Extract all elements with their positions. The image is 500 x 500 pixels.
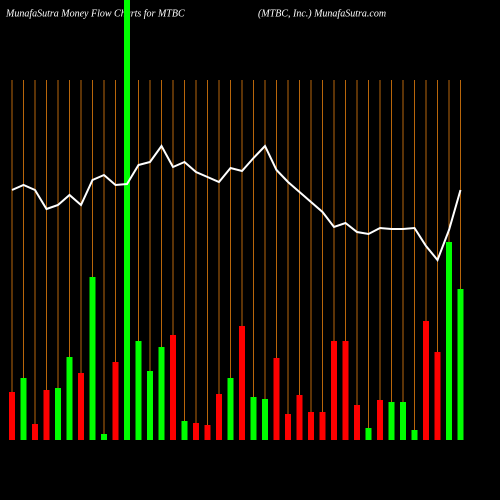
bar <box>342 341 349 440</box>
bar <box>273 358 280 440</box>
bar <box>20 378 27 440</box>
bar <box>204 425 211 440</box>
bar <box>446 242 452 440</box>
bar <box>181 421 188 440</box>
bar <box>193 423 199 440</box>
bar <box>9 392 15 440</box>
bar <box>43 390 50 440</box>
bar <box>135 341 142 440</box>
bar <box>101 434 107 440</box>
bar <box>354 405 360 440</box>
bar <box>239 326 245 440</box>
bar <box>296 395 303 440</box>
bar <box>158 347 165 440</box>
bar <box>365 428 372 440</box>
bar <box>227 378 234 440</box>
chart-title: MunafaSutra Money Flow Charts for MTBC <box>5 8 185 19</box>
bar <box>285 414 291 440</box>
bar <box>411 430 418 440</box>
bar <box>78 373 84 440</box>
bar <box>32 424 38 440</box>
bar <box>400 402 406 440</box>
bar <box>457 289 464 440</box>
bar <box>112 362 119 440</box>
bar <box>55 388 61 440</box>
bar <box>250 397 257 440</box>
chart-subtitle: (MTBC, Inc.) MunafaSutra.com <box>258 8 386 19</box>
bar <box>388 402 395 440</box>
bar <box>434 352 441 440</box>
bar <box>423 321 429 440</box>
bar <box>377 400 383 440</box>
bar <box>216 394 222 440</box>
bar <box>170 335 176 440</box>
bar <box>262 399 268 440</box>
bar <box>319 412 326 440</box>
bar <box>308 412 314 440</box>
price-line <box>11 144 462 262</box>
bar <box>89 277 96 440</box>
bar <box>124 0 130 440</box>
bar <box>147 371 153 440</box>
bar <box>66 357 73 440</box>
bar <box>331 341 337 440</box>
